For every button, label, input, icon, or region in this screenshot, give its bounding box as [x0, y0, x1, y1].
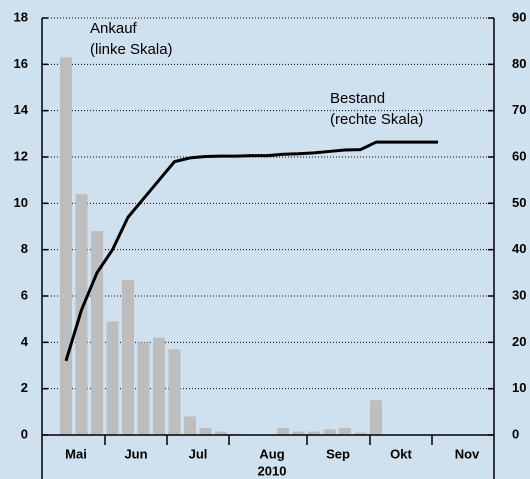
- bar: [106, 321, 119, 435]
- bar: [370, 400, 382, 435]
- y-tick-label: 18: [14, 9, 28, 24]
- bar: [277, 428, 289, 435]
- month-label: Okt: [390, 446, 412, 461]
- month-label: Sep: [326, 446, 350, 461]
- annotation: (rechte Skala): [330, 111, 423, 128]
- frame: [41, 18, 495, 479]
- year-label: 2010: [258, 463, 287, 478]
- month-label: Nov: [455, 446, 480, 461]
- y-tick-label: 14: [14, 102, 29, 117]
- y2-tick-label: 70: [512, 102, 526, 117]
- bar: [308, 431, 320, 435]
- y2-tick-label: 10: [512, 380, 526, 395]
- y-tick-label: 6: [21, 287, 28, 302]
- y2-tick-label: 0: [512, 426, 519, 441]
- y2-tick-label: 40: [512, 241, 526, 256]
- marks: [42, 17, 494, 436]
- month-label: Mai: [65, 446, 87, 461]
- y-tick-label: 12: [14, 148, 28, 163]
- bar: [122, 279, 134, 435]
- annotation: (linke Skala): [90, 41, 173, 58]
- y-tick-label: 16: [14, 56, 28, 71]
- y-tick-label: 2: [21, 380, 28, 395]
- y2-tick-label: 50: [512, 195, 526, 210]
- bar: [323, 429, 336, 435]
- bar: [215, 431, 227, 435]
- bar: [91, 231, 103, 435]
- bar: [292, 431, 305, 435]
- month-label: Aug: [259, 446, 284, 461]
- y2-tick-label: 60: [512, 148, 526, 163]
- bar: [354, 432, 367, 435]
- month-label: Jul: [189, 446, 208, 461]
- y-tick-label: 8: [21, 241, 28, 256]
- y2-tick-label: 20: [512, 334, 526, 349]
- bar: [184, 416, 196, 435]
- bar: [137, 342, 150, 435]
- line: [64, 140, 438, 362]
- y-tick-label: 4: [21, 334, 29, 349]
- month-label: Jun: [124, 446, 147, 461]
- bar: [60, 57, 72, 436]
- annotation: Ankauf: [90, 20, 138, 37]
- y2-tick-label: 80: [512, 56, 526, 71]
- bar: [339, 428, 351, 435]
- y-tick-label: 10: [14, 195, 28, 210]
- y2-tick-label: 30: [512, 287, 526, 302]
- bar: [199, 428, 212, 435]
- bar: [168, 349, 181, 435]
- bar: [153, 337, 165, 435]
- annotation: Bestand: [330, 90, 385, 107]
- y2-tick-label: 90: [512, 9, 526, 24]
- y-tick-label: 0: [21, 426, 28, 441]
